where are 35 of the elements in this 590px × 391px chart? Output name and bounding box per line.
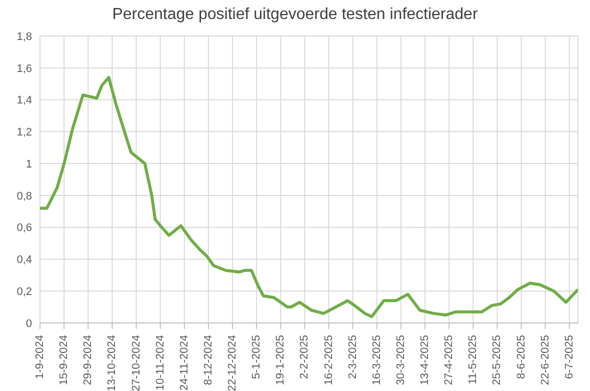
x-tick-label: 5-1-2025 (250, 335, 263, 380)
x-tick-label: 11-5-2025 (467, 335, 480, 384)
y-tick-label: 1,4 (16, 94, 32, 107)
x-tick-label: 1-9-2024 (34, 335, 46, 380)
x-tick-label: 29-9-2024 (82, 335, 94, 386)
x-tick-label: 19-1-2025 (274, 335, 287, 386)
y-tick-label: 0,2 (16, 286, 32, 298)
x-tick-label: 2-2-2025 (298, 335, 311, 380)
x-tick-label: 22-12-2024 (226, 335, 239, 391)
y-tick-label: 0,6 (16, 222, 32, 234)
y-tick-label: 1 (26, 158, 32, 170)
y-tick-label: 1,2 (16, 126, 32, 139)
x-tick-label: 16-3-2025 (370, 335, 383, 386)
x-tick-label: 15-9-2024 (58, 335, 70, 386)
y-tick-label: 1,8 (16, 30, 32, 43)
y-tick-label: 0,4 (16, 254, 32, 266)
x-tick-label: 27-4-2025 (443, 335, 456, 386)
x-tick-label: 10-11-2024 (154, 335, 166, 390)
x-tick-label: 8-6-2025 (515, 335, 528, 380)
chart-title: Percentage positief uitgevoerde testen infectierader (111, 6, 479, 24)
x-tick-label: 6-7-2025 (563, 335, 576, 380)
x-tick-label: 22-6-2025 (539, 335, 552, 386)
y-tick-label: 0,8 (16, 190, 32, 202)
x-tick-label: 30-3-2025 (394, 335, 407, 386)
line-series (40, 76, 578, 318)
y-tick-label: 1,6 (16, 62, 32, 75)
x-tick-label: 27-10-2024 (130, 335, 142, 391)
x-tick-label: 8-12-2024 (202, 335, 214, 386)
x-tick-label: 16-2-2025 (322, 335, 335, 386)
x-tick-label: 13-10-2024 (106, 335, 118, 391)
x-tick-label: 13-4-2025 (419, 335, 432, 386)
x-tick-label: 25-5-2025 (491, 335, 504, 386)
y-tick-label: 0 (26, 318, 32, 330)
x-tick-label: 24-11-2024 (178, 335, 190, 390)
x-tick-label: 2-3-2025 (346, 335, 359, 380)
